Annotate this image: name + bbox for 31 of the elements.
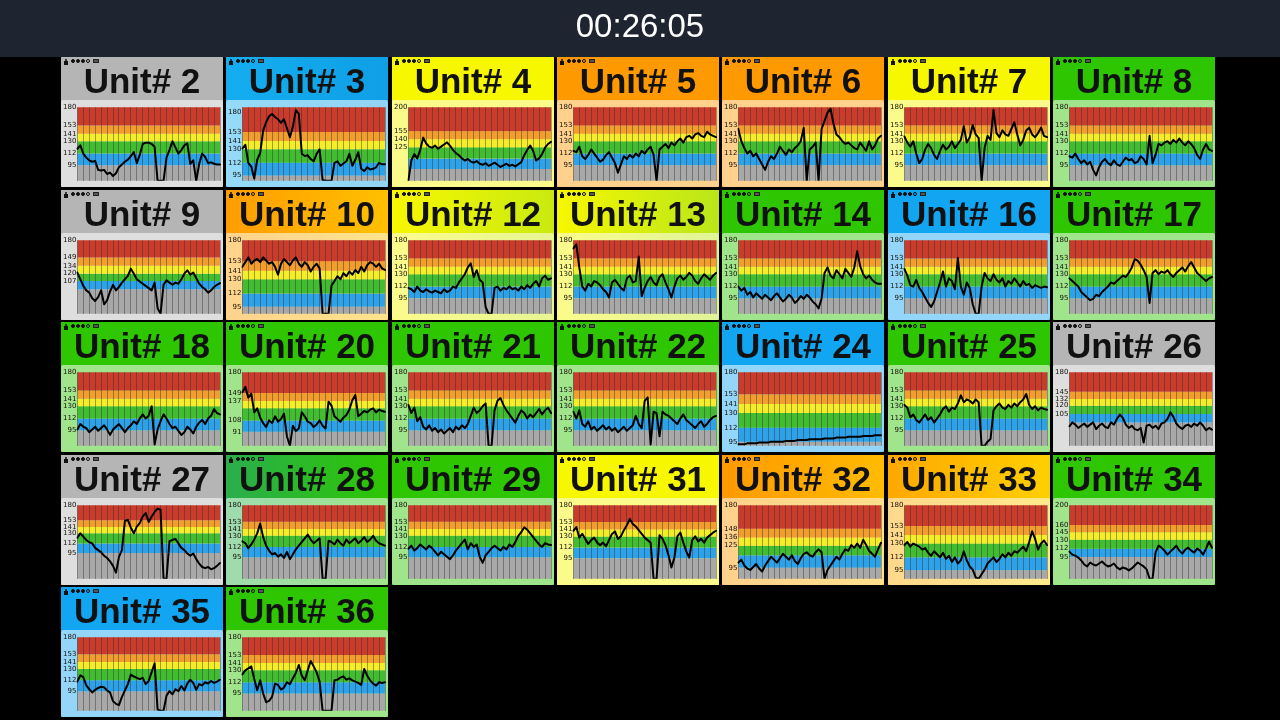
chart-title: Unit# 27 — [72, 459, 212, 498]
chart-title: Unit# 33 — [899, 459, 1039, 498]
chart-title: Unit# 4 — [413, 61, 533, 100]
chart-title: Unit# 3 — [247, 61, 367, 100]
chart-title: Unit# 24 — [733, 326, 873, 365]
chart-title: Unit# 31 — [568, 459, 708, 498]
chart-title: Unit# 7 — [909, 61, 1029, 100]
chart-title: Unit# 34 — [1064, 459, 1204, 498]
chart-title: Unit# 12 — [403, 194, 543, 233]
chart-title: Unit# 28 — [237, 459, 377, 498]
chart-title: Unit# 36 — [237, 591, 377, 630]
chart-title: Unit# 6 — [743, 61, 863, 100]
chart-title: Unit# 29 — [403, 459, 543, 498]
chart-title: Unit# 35 — [72, 591, 212, 630]
chart-title: Unit# 16 — [899, 194, 1039, 233]
chart-title: Unit# 22 — [568, 326, 708, 365]
chart-title: Unit# 9 — [82, 194, 202, 233]
chart-title: Unit# 5 — [578, 61, 698, 100]
chart-title: Unit# 25 — [899, 326, 1039, 365]
chart-title: Unit# 32 — [733, 459, 873, 498]
chart-title: Unit# 26 — [1064, 326, 1204, 365]
text: 00:26:05 — [574, 7, 706, 45]
chart-title: Unit# 20 — [237, 326, 377, 365]
chart-title: Unit# 18 — [72, 326, 212, 365]
chart-title: Unit# 2 — [82, 61, 202, 100]
chart-title: Unit# 17 — [1064, 194, 1204, 233]
chart-title: Unit# 8 — [1074, 61, 1194, 100]
chart-title: Unit# 10 — [237, 194, 377, 233]
chart-title: Unit# 21 — [403, 326, 543, 365]
chart-title: Unit# 13 — [568, 194, 708, 233]
chart-title: Unit# 14 — [733, 194, 873, 233]
